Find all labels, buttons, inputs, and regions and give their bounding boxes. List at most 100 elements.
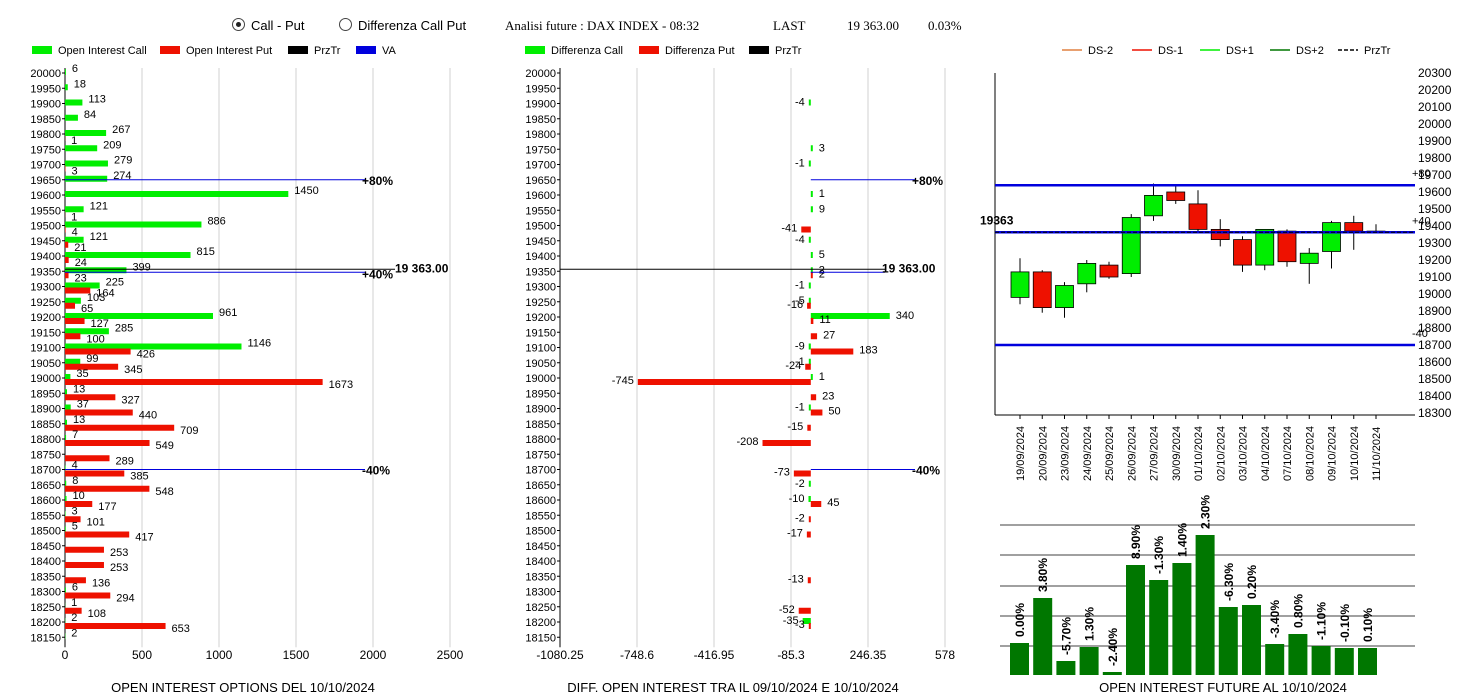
put-bar: [65, 318, 85, 324]
y-tick-label: 18500: [525, 526, 556, 538]
y-tick-label: 19500: [525, 221, 556, 233]
diff-call-bar: [808, 99, 811, 106]
oi-future-bar-label: 3.80%: [1036, 558, 1050, 592]
oi-future-bar: [1056, 661, 1076, 675]
radio-differenza[interactable]: Differenza Call Put: [339, 18, 466, 33]
diff-call-bar-label: -4: [795, 97, 805, 109]
diff-call-bar-label: -2: [795, 478, 805, 490]
oi-future-bar-label: -0.10%: [1338, 604, 1352, 642]
y-tick-label: 19300: [525, 282, 556, 294]
diff-put-bar: [798, 607, 811, 614]
call-bar-label: 10: [73, 490, 85, 502]
put-bar: [65, 409, 133, 416]
radio-differenza-label: Differenza Call Put: [358, 18, 467, 33]
legend-label-1: Open Interest Put: [186, 45, 272, 57]
diff-put-bar-label: -13: [788, 573, 804, 585]
y-tick-label: 18550: [525, 510, 556, 522]
diff-put-bar: [810, 348, 854, 355]
call-bar-label: 5: [72, 521, 78, 533]
y-tick-label: 20000: [30, 68, 61, 80]
put-bar-label: 653: [172, 623, 190, 635]
diff-call-bar: [808, 404, 811, 411]
x-tick-label: 27/09/2024: [1149, 426, 1161, 481]
diff-put-bar: [805, 363, 811, 370]
put-bar-label: 65: [81, 303, 93, 315]
przTr-label: 19 363.00: [395, 261, 449, 275]
call-bar-label: 113: [88, 94, 106, 106]
y-tick-label: 19200: [525, 312, 556, 324]
y-tick-label: 18400: [30, 556, 61, 568]
x-tick-label: 1000: [206, 648, 233, 662]
y-tick-label: 19950: [525, 83, 556, 95]
call-bar-label: 274: [113, 170, 131, 182]
oi-future-bar-label: 1.30%: [1083, 607, 1097, 641]
diff-put-bar: [801, 226, 811, 233]
y-tick-label: 18250: [525, 602, 556, 614]
call-bar-label: 4: [72, 460, 78, 472]
y-tick-label: 18900: [525, 404, 556, 416]
diff-put-bar: [810, 272, 813, 279]
oi-future-bar-label: -2.40%: [1106, 628, 1120, 666]
x-tick-label: 578: [935, 648, 955, 662]
oi-future-bar: [1149, 580, 1169, 675]
diff-put-bar-label: -52: [779, 604, 795, 616]
call-bar-label: 103: [87, 292, 105, 304]
call-bar-label: 1450: [294, 185, 318, 197]
call-bar: [65, 69, 66, 75]
y-tick-label: 18550: [30, 510, 61, 522]
diff-put-bar-label: 11: [819, 314, 830, 326]
candle-body: [1210, 228, 1230, 240]
legend-swatch-2: [749, 46, 769, 54]
candle-body: [1166, 191, 1186, 201]
diff-put-bar-label: -3: [795, 619, 805, 631]
call-bar: [65, 435, 67, 441]
oi-future-bar-label: 1.40%: [1175, 523, 1189, 557]
call-bar-label: 37: [77, 399, 89, 411]
diff-put-bar-label: -41: [781, 223, 797, 235]
call-bar: [65, 191, 289, 197]
radio-call-put[interactable]: Call - Put: [232, 18, 304, 33]
x-tick-label: 0: [62, 648, 69, 662]
oi-future-bar: [1358, 648, 1377, 675]
diff-put-bar: [808, 623, 811, 629]
diff-call-bar: [810, 267, 813, 274]
diff-call-bar-label: 3: [819, 142, 825, 154]
last-value: 19 363.00: [847, 18, 899, 33]
call-bar: [65, 419, 68, 426]
call-bar-label: 225: [106, 277, 124, 289]
oi-future-bar-label: 0.10%: [1361, 608, 1375, 642]
put-bar: [65, 394, 116, 401]
diff-call-bar: [810, 191, 813, 197]
call-bar-label: 121: [90, 200, 108, 212]
diff-call-bar: [808, 297, 811, 304]
diff-call-bar: [810, 252, 813, 258]
call-bar: [65, 343, 242, 350]
y-tick-label: 18500: [30, 526, 61, 538]
x-tick-label: 08/10/2024: [1304, 426, 1316, 481]
level-label: +40: [1412, 215, 1431, 227]
last-label: LAST: [773, 18, 806, 33]
diff-call-bar: [810, 374, 813, 380]
put-bar: [65, 485, 150, 492]
candle-body: [1299, 252, 1319, 264]
y-tick-label: 19250: [525, 297, 556, 309]
oi-future-bar: [1334, 648, 1354, 675]
candle-body: [1010, 271, 1030, 298]
diff-put-bar: [810, 394, 817, 401]
x-tick-label: 500: [132, 648, 152, 662]
call-bar: [65, 145, 98, 152]
y-tick-label: 18700: [525, 465, 556, 477]
x-tick-label: 03/10/2024: [1238, 426, 1250, 481]
call-bar-label: 7: [72, 429, 78, 441]
y-tick-label: 18900: [30, 404, 61, 416]
call-bar-label: 961: [219, 307, 237, 319]
y-tick-label: 19800: [30, 129, 61, 141]
x-tick-label: 04/10/2024: [1260, 426, 1272, 481]
diff-call-bar-label: 340: [896, 310, 914, 322]
candle-body: [1121, 217, 1141, 274]
last-change: 0.03%: [928, 18, 962, 33]
put-bar: [65, 333, 81, 340]
diff-call-bar: [802, 618, 811, 624]
diff-put-bar-label: -745: [612, 375, 634, 387]
y-tick-label: 19450: [525, 236, 556, 248]
